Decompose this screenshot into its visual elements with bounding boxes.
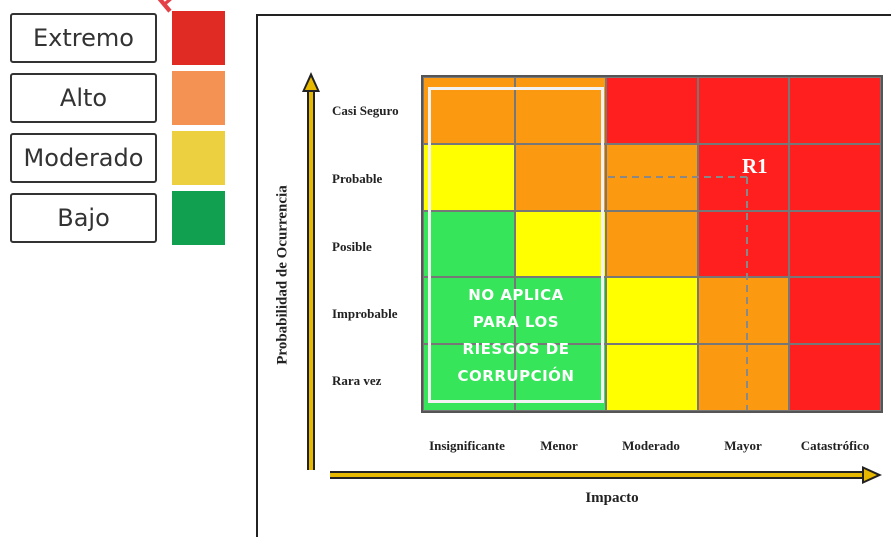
- matrix-cell-r2-c1: [423, 143, 515, 211]
- legend-swatch-alto: [172, 71, 225, 125]
- risk-marker-r1: R1: [742, 154, 768, 178]
- legend-label: Extremo: [10, 13, 157, 63]
- legend-item-bajo: Bajo: [10, 191, 225, 245]
- col-label-mayor: Mayor: [724, 438, 762, 453]
- not-applicable-line: NO APLICA: [468, 286, 564, 304]
- risk-matrix: [421, 75, 883, 413]
- matrix-cell-r1-c3: [606, 77, 698, 144]
- chart-frame: [256, 14, 891, 537]
- not-applicable-line: PARA LOS: [472, 313, 560, 331]
- legend-item-moderado: Moderado: [10, 131, 225, 185]
- col-label-menor: Menor: [540, 438, 578, 453]
- legend-swatch-extremo: [172, 11, 225, 65]
- matrix-cell-r4-c5: [789, 277, 881, 345]
- matrix-cell-r3-c1: [423, 210, 515, 278]
- row-label-improbable: Improbable: [332, 306, 398, 321]
- col-label-moderado: Moderado: [622, 438, 680, 453]
- legend-swatch-bajo: [172, 191, 225, 245]
- legend-item-extremo: Extremo: [10, 11, 225, 65]
- not-applicable-line: RIESGOS DE: [462, 340, 570, 358]
- matrix-cell-r5-c5: [789, 344, 881, 411]
- matrix-cell-r3-c5: [789, 210, 881, 278]
- not-applicable-region: [428, 87, 604, 403]
- matrix-cell-r3-c4: [697, 210, 790, 278]
- col-label-catastrofico: Catastrófico: [800, 438, 870, 453]
- matrix-cell-r2-c5: [789, 143, 881, 211]
- legend-label: Bajo: [10, 193, 157, 243]
- matrix-cell-r4-c4: [697, 277, 790, 345]
- row-label-rara-vez: Rara vez: [332, 373, 382, 388]
- matrix-cell-r1-c5: [789, 77, 881, 144]
- matrix-cell-r1-c4: [697, 77, 790, 144]
- matrix-cell-r4-c3: [606, 277, 698, 345]
- not-applicable-line: CORRUPCIÓN: [457, 367, 575, 385]
- legend-label: Alto: [10, 73, 157, 123]
- risk-guide-lines: [608, 176, 748, 410]
- matrix-cell-r2-c2: [514, 143, 607, 211]
- legend-item-alto: Alto: [10, 71, 225, 125]
- matrix-cell-r5-c2: [514, 344, 607, 411]
- not-applicable-text: NO APLICA PARA LOS RIESGOS DE CORRUPCIÓN: [430, 282, 602, 390]
- matrix-cell-r5-c3: [606, 344, 698, 411]
- row-label-probable: Probable: [332, 171, 383, 186]
- y-axis-arrow: [302, 72, 320, 470]
- matrix-cell-r5-c1: [423, 344, 515, 411]
- matrix-cell-r4-c2: [514, 277, 607, 345]
- row-label-posible: Posible: [332, 239, 372, 254]
- matrix-cell-r3-c3: [606, 210, 698, 278]
- x-axis-arrow: [330, 466, 882, 484]
- x-axis-title: Impacto: [585, 490, 639, 506]
- legend-label: Moderado: [10, 133, 157, 183]
- matrix-cell-r3-c2: [514, 210, 607, 278]
- col-label-insignificante: Insignificante: [429, 438, 505, 453]
- matrix-cell-r4-c1: [423, 277, 515, 345]
- row-label-casi-seguro: Casi Seguro: [332, 103, 399, 118]
- matrix-cell-r5-c4: [697, 344, 790, 411]
- legend-swatch-moderado: [172, 131, 225, 185]
